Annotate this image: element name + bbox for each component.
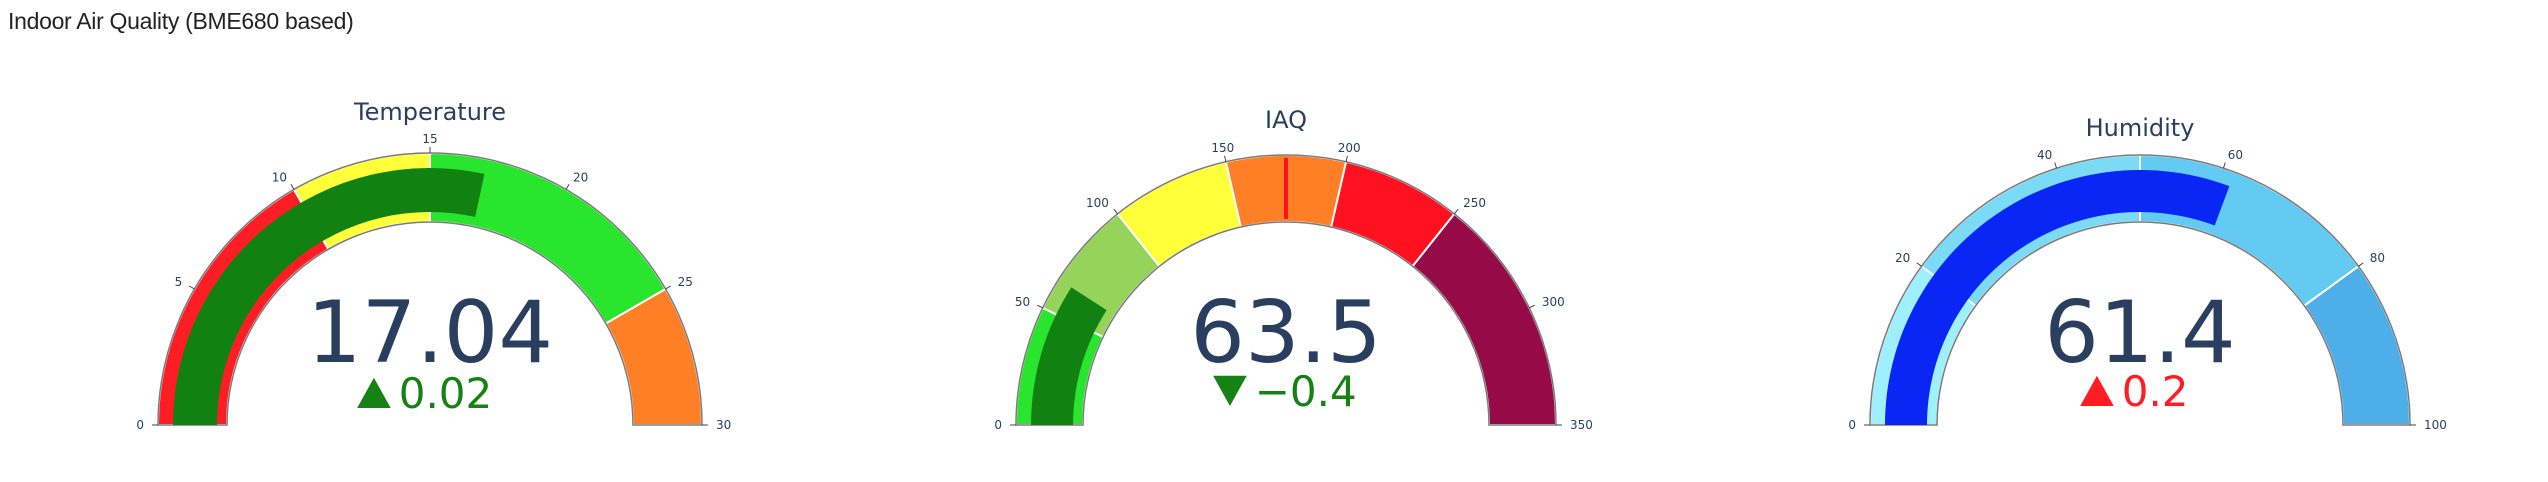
temperature-gauge-title: Temperature: [353, 98, 506, 126]
temperature-tick-label: 5: [175, 275, 183, 289]
iaq-tick-label: 0: [994, 418, 1002, 432]
humidity-tick-mark: [2222, 162, 2226, 169]
temperature-tick-mark: [565, 183, 570, 190]
iaq-delta: −0.4: [1213, 367, 1357, 416]
humidity-tick-mark: [2054, 162, 2058, 169]
humidity-tick-label: 20: [1895, 251, 1910, 265]
iaq-tick-mark: [1345, 155, 1348, 162]
gauge-iaq: 0 50 100 150 200 250 300 350 IAQ 63.5−0.4: [994, 106, 1593, 432]
temperature-gauge-outline: [157, 152, 703, 426]
iaq-gauge-title: IAQ: [1265, 106, 1307, 134]
humidity-gauge-title: Humidity: [2086, 114, 2195, 142]
temperature-tick-label: 30: [716, 418, 731, 432]
iaq-tick-label: 200: [1338, 141, 1361, 155]
temperature-tick-label: 25: [678, 275, 693, 289]
triangle-up-icon: [357, 377, 391, 408]
iaq-tick-mark: [1037, 304, 1043, 309]
temperature-tick-label: 20: [573, 170, 588, 184]
gauge-temperature: 0 5 10 15 20 25 30 Temperature 17.040.02: [136, 98, 731, 432]
iaq-tick-label: 250: [1463, 196, 1486, 210]
triangle-up-icon: [2080, 375, 2114, 406]
iaq-tick-mark: [1529, 304, 1535, 309]
iaq-gauge-outline: [1015, 154, 1557, 426]
humidity-tick-mark: [2358, 262, 2364, 267]
iaq-tick-label: 300: [1542, 295, 1565, 309]
humidity-delta: 0.2: [2080, 367, 2189, 416]
humidity-tick-label: 100: [2424, 418, 2447, 432]
humidity-tick-label: 80: [2370, 251, 2385, 265]
triangle-down-icon: [1213, 375, 1247, 406]
humidity-gauge-value: 61.4: [2044, 283, 2235, 383]
humidity-tick-label: 0: [1848, 418, 1856, 432]
humidity-delta-value: 0.2: [2122, 367, 2189, 416]
humidity-tick-label: 40: [2037, 148, 2052, 162]
temperature-tick-mark: [188, 285, 195, 290]
gauge-humidity: 0 20 40 60 80 100 Humidity 61.40.2: [1848, 114, 2447, 432]
iaq-value-bar: [1031, 287, 1107, 425]
temperature-gauge-value: 17.04: [307, 283, 553, 383]
iaq-tick-mark: [1224, 155, 1227, 162]
temperature-value-bar: [173, 167, 485, 426]
humidity-value-bar: [1885, 169, 2230, 425]
humidity-tick-label: 60: [2228, 148, 2243, 162]
temperature-tick-label: 0: [136, 418, 144, 432]
iaq-tick-label: 100: [1086, 196, 1109, 210]
iaq-tick-label: 150: [1211, 141, 1234, 155]
temperature-delta-value: 0.02: [399, 369, 493, 418]
page-title: Indoor Air Quality (BME680 based): [8, 8, 354, 34]
temperature-tick-label: 10: [272, 170, 287, 184]
humidity-gauge-outline: [1869, 154, 2411, 426]
iaq-tick-label: 350: [1570, 418, 1593, 432]
iaq-delta-value: −0.4: [1255, 367, 1357, 416]
temperature-delta: 0.02: [357, 369, 492, 418]
iaq-tick-mark: [1113, 208, 1119, 215]
humidity-tick-mark: [1916, 262, 1922, 267]
iaq-tick-label: 50: [1015, 295, 1030, 309]
temperature-tick-mark: [665, 285, 672, 290]
temperature-tick-label: 15: [422, 132, 437, 146]
iaq-gauge-value: 63.5: [1190, 283, 1381, 383]
iaq-tick-mark: [1453, 208, 1459, 215]
temperature-tick-mark: [290, 183, 295, 190]
